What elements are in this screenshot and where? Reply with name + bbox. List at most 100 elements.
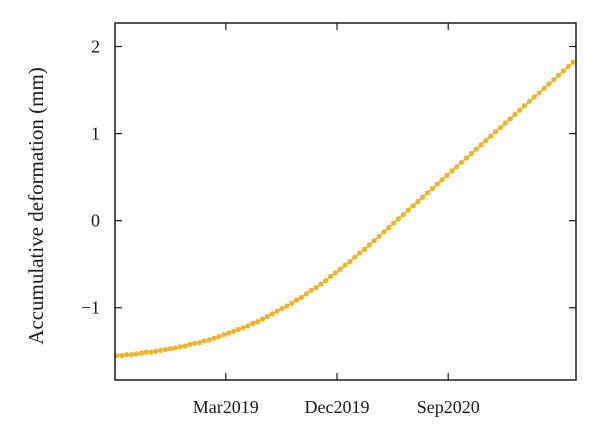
data-point — [172, 345, 178, 351]
data-point — [323, 278, 329, 284]
data-point — [235, 326, 241, 333]
data-point — [483, 137, 489, 144]
data-point — [541, 85, 547, 91]
data-point — [366, 242, 372, 248]
data-point — [526, 98, 533, 104]
data-point — [216, 333, 222, 340]
data-point — [352, 254, 358, 260]
data-point — [133, 351, 139, 357]
data-point — [342, 262, 348, 268]
data-point — [289, 300, 295, 306]
data-point — [449, 168, 455, 174]
data-point — [264, 313, 271, 319]
data-point — [391, 220, 397, 226]
x-axis-ticks: Mar2019 Dec2019 Sep2020 — [193, 23, 480, 417]
y-tick-label: 1 — [91, 124, 100, 144]
data-point — [420, 194, 426, 200]
data-point — [211, 335, 217, 341]
data-point — [536, 90, 542, 96]
data-point — [565, 63, 571, 70]
data-point — [245, 323, 251, 329]
data-point — [255, 319, 261, 325]
data-point — [463, 155, 469, 161]
data-point — [313, 285, 319, 291]
data-point — [497, 124, 503, 131]
data-point — [522, 103, 528, 109]
data-point — [400, 212, 406, 218]
data-point — [332, 270, 338, 276]
series-layer — [114, 59, 576, 359]
data-point — [327, 273, 334, 279]
data-point — [488, 133, 494, 139]
data-point — [196, 340, 203, 346]
data-point — [318, 281, 324, 287]
data-point — [454, 164, 460, 170]
data-point — [357, 250, 363, 256]
data-point — [410, 203, 416, 209]
data-point — [260, 316, 266, 322]
data-point — [230, 328, 237, 334]
data-point — [284, 303, 290, 309]
y-axis-ticks: −1 0 1 2 — [81, 37, 576, 318]
data-point — [473, 146, 479, 152]
data-point — [459, 159, 465, 165]
data-point — [444, 172, 450, 178]
data-point — [162, 346, 169, 353]
data-point — [468, 151, 474, 157]
data-point — [167, 346, 173, 352]
data-point — [439, 177, 445, 183]
data-point — [531, 94, 537, 100]
x-tick-label: Sep2020 — [417, 397, 480, 417]
data-point — [395, 216, 402, 222]
data-point — [294, 297, 300, 303]
data-point — [250, 320, 256, 326]
data-point — [517, 107, 523, 113]
data-point — [226, 330, 232, 336]
data-point — [201, 338, 207, 344]
data-point — [502, 120, 508, 126]
data-point — [138, 350, 144, 356]
data-point — [347, 259, 353, 265]
y-tick-label: 2 — [91, 37, 100, 57]
data-point — [298, 294, 304, 300]
data-point — [512, 111, 518, 117]
data-point — [434, 181, 440, 187]
data-point — [182, 343, 188, 349]
data-point — [386, 225, 392, 231]
data-point — [560, 68, 567, 74]
data-point — [405, 207, 411, 213]
x-tick-label: Mar2019 — [193, 397, 259, 417]
data-point — [361, 246, 368, 252]
data-point — [187, 341, 193, 347]
data-point — [551, 77, 557, 83]
data-point — [429, 185, 435, 191]
plot-frame — [114, 22, 577, 381]
data-point — [556, 72, 562, 78]
data-point — [570, 59, 576, 65]
data-point — [376, 233, 382, 239]
data-point — [269, 311, 275, 317]
data-point — [206, 337, 212, 343]
y-tick-label: 0 — [91, 211, 100, 231]
data-point — [337, 266, 343, 272]
data-point — [279, 306, 285, 312]
series-line — [117, 61, 574, 357]
data-point — [478, 142, 484, 148]
data-point — [158, 347, 164, 353]
data-point — [124, 352, 130, 358]
data-point — [507, 116, 513, 122]
data-point — [371, 238, 377, 244]
data-point — [129, 352, 135, 358]
data-point — [148, 349, 154, 355]
data-point — [143, 349, 149, 355]
data-point — [177, 344, 183, 350]
data-point — [221, 332, 227, 338]
data-point — [546, 81, 552, 87]
y-axis-title: Accumulative deformation (mm) — [24, 67, 48, 345]
data-point — [381, 229, 387, 235]
data-point — [492, 129, 499, 135]
data-point — [425, 190, 431, 196]
data-point — [415, 198, 421, 205]
data-point — [308, 287, 314, 293]
